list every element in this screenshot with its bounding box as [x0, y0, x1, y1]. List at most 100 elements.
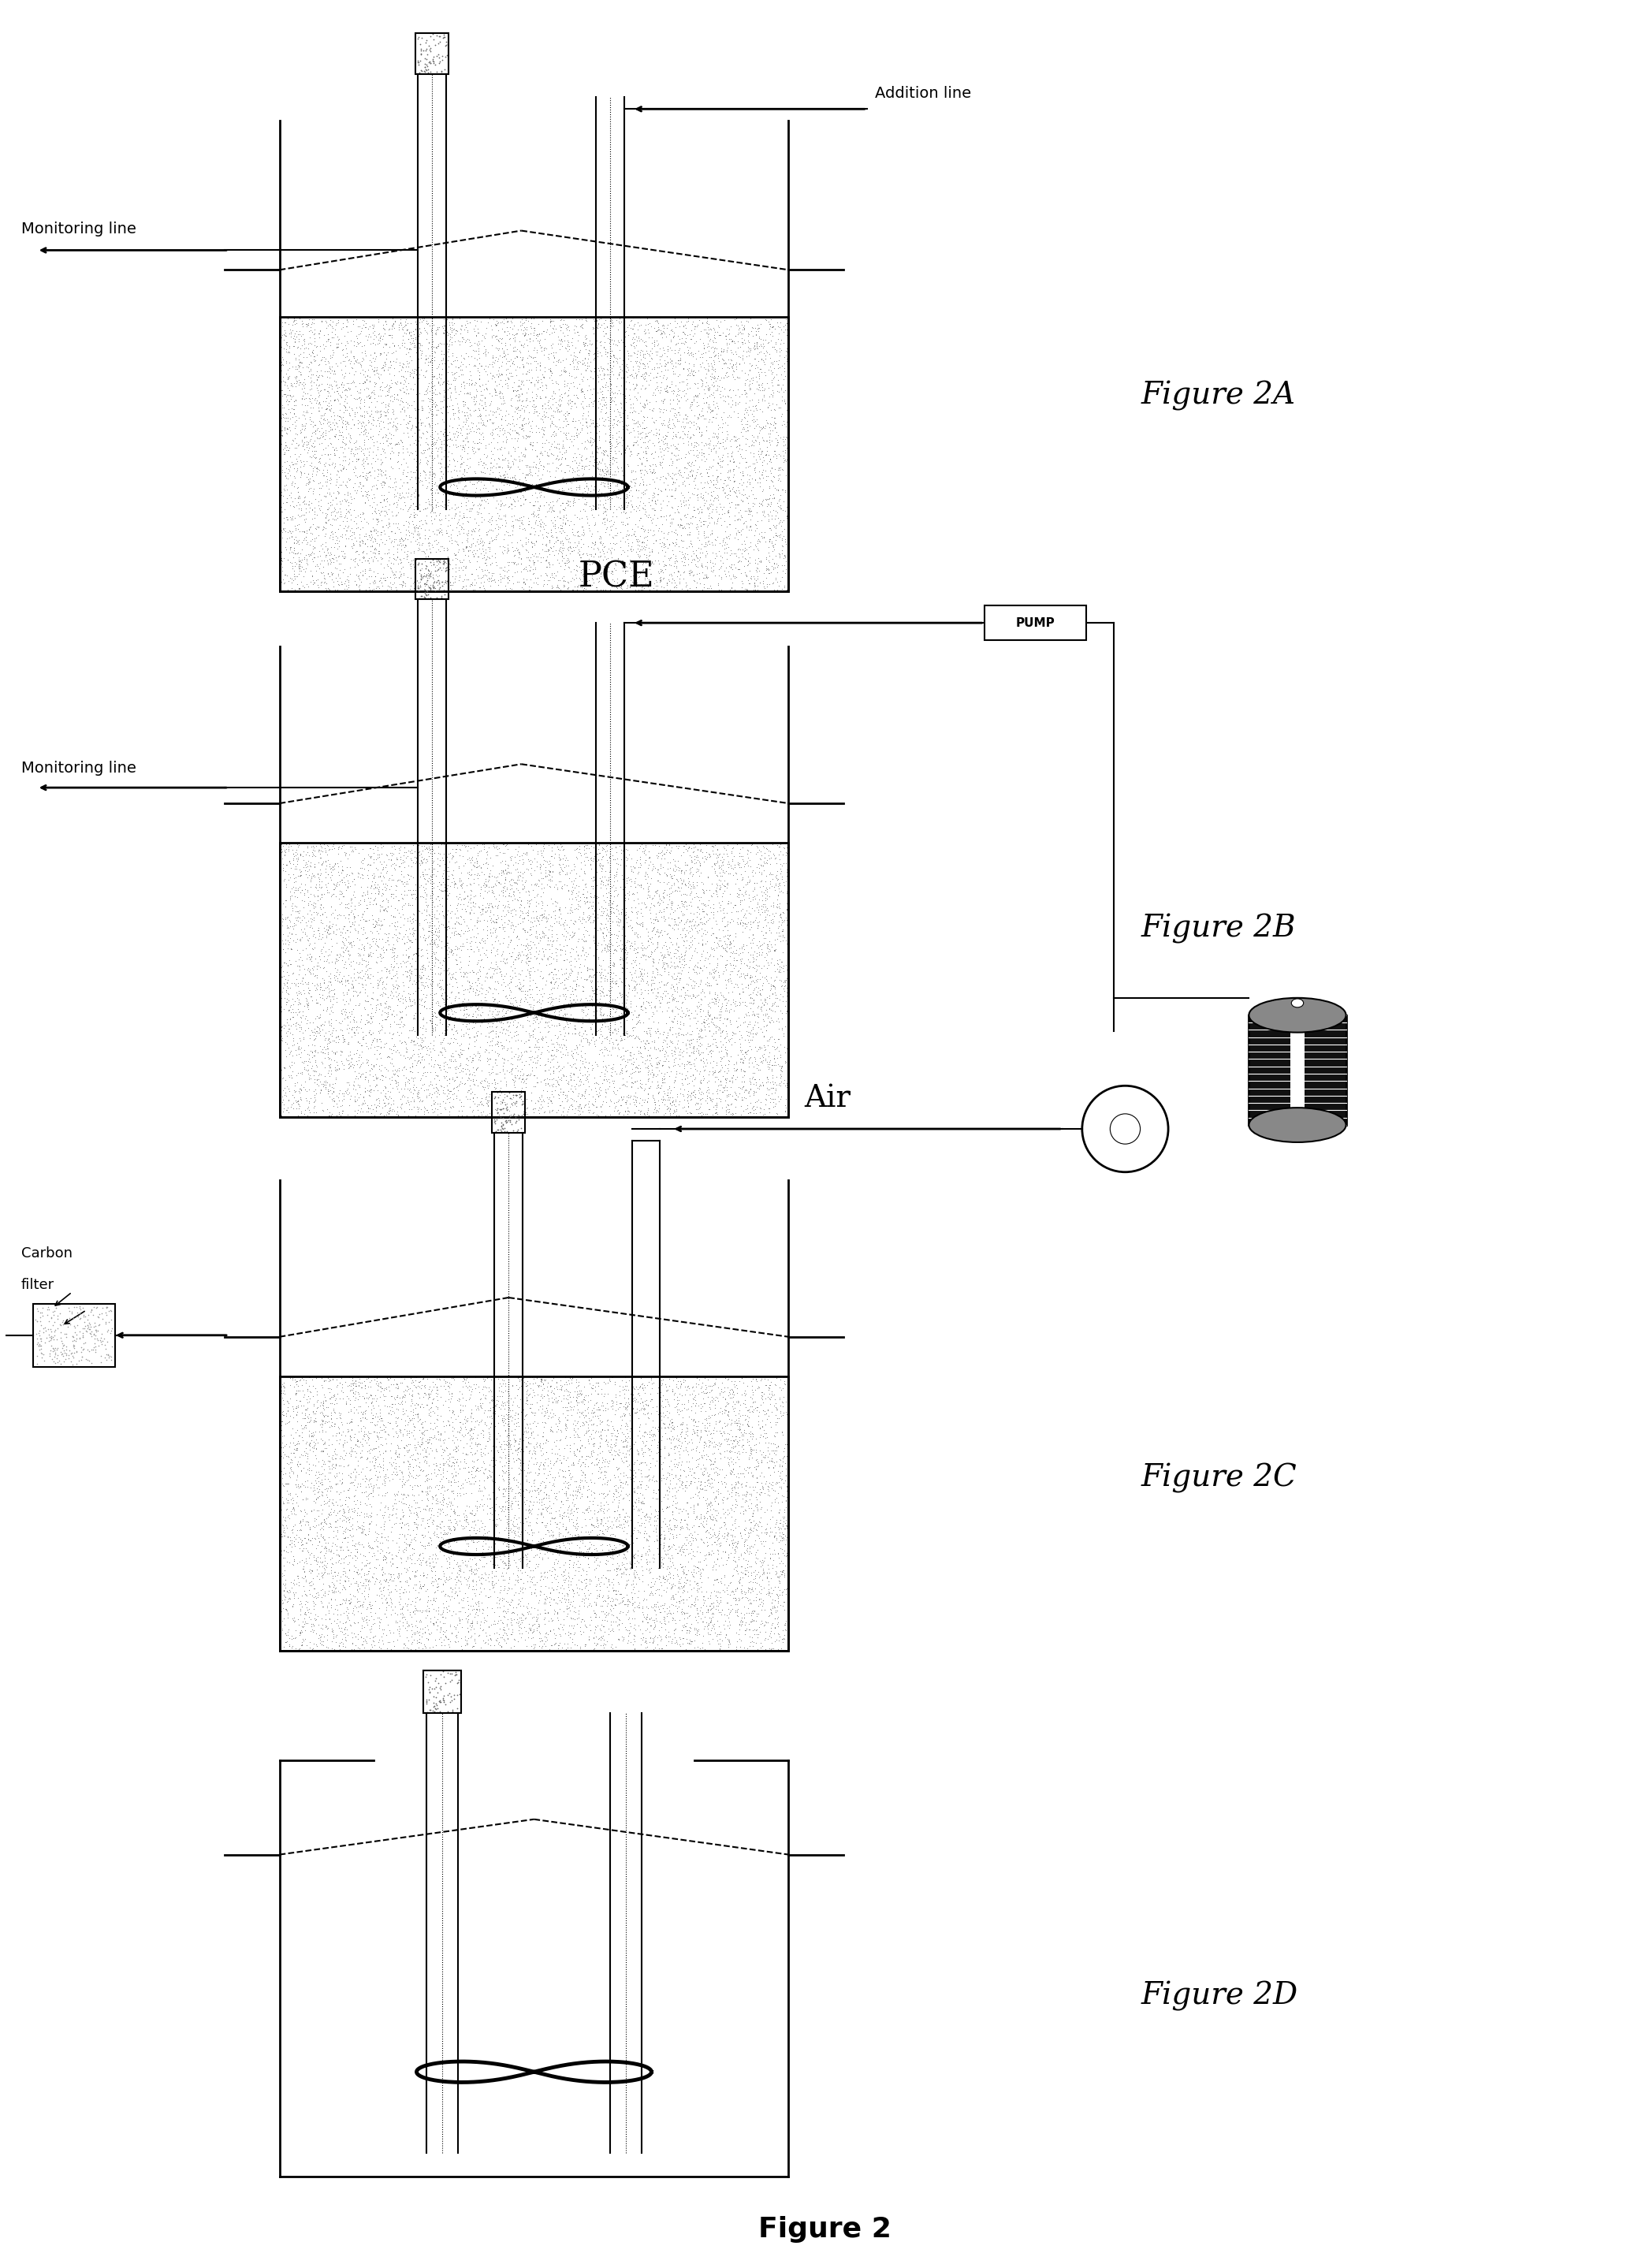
Point	[386, 1483, 412, 1520]
Point	[572, 1581, 599, 1617]
Point	[424, 542, 450, 578]
Point	[356, 1012, 383, 1048]
Point	[378, 426, 404, 463]
Point	[379, 1016, 406, 1052]
Point	[274, 524, 300, 560]
Point	[704, 1043, 731, 1080]
Point	[449, 1098, 475, 1134]
Point	[371, 891, 397, 928]
Point	[566, 526, 592, 562]
Point	[579, 1433, 605, 1470]
Point	[658, 1529, 684, 1565]
Point	[587, 996, 613, 1032]
Point	[513, 381, 539, 417]
Point	[78, 1311, 104, 1347]
Point	[628, 1549, 655, 1585]
Point	[767, 1563, 793, 1599]
Point	[612, 878, 638, 914]
Point	[412, 866, 439, 903]
Point	[493, 503, 519, 540]
Point	[763, 572, 790, 608]
Point	[485, 562, 511, 599]
Point	[388, 1070, 414, 1107]
Point	[270, 1091, 297, 1127]
Point	[706, 1520, 732, 1556]
Point	[272, 826, 298, 862]
Point	[378, 948, 404, 984]
Point	[754, 880, 780, 916]
Point	[282, 558, 308, 594]
Point	[267, 1057, 294, 1093]
Point	[768, 860, 795, 896]
Point	[269, 454, 295, 490]
Point	[482, 1080, 508, 1116]
Point	[641, 1592, 668, 1628]
Point	[425, 474, 452, 510]
Point	[637, 1068, 663, 1105]
Point	[401, 320, 427, 356]
Point	[653, 338, 679, 374]
Point	[594, 1422, 620, 1458]
Point	[463, 1390, 490, 1427]
Point	[420, 1086, 447, 1123]
Point	[630, 1572, 656, 1608]
Point	[277, 313, 303, 349]
Point	[358, 1590, 384, 1626]
Point	[335, 900, 361, 937]
Point	[287, 1617, 313, 1653]
Point	[749, 497, 775, 533]
Point	[422, 467, 449, 503]
Point	[637, 551, 663, 587]
Point	[605, 490, 632, 526]
Point	[557, 934, 584, 971]
Point	[625, 1483, 651, 1520]
Point	[430, 456, 457, 492]
Point	[549, 1472, 576, 1508]
Point	[406, 1043, 432, 1080]
Point	[732, 361, 759, 397]
Point	[638, 1608, 665, 1644]
Point	[482, 1372, 508, 1408]
Point	[739, 1363, 765, 1399]
Point	[669, 510, 696, 547]
Point	[331, 347, 358, 383]
Point	[506, 939, 533, 975]
Point	[546, 1574, 572, 1610]
Point	[292, 388, 318, 424]
Point	[336, 964, 363, 1000]
Point	[297, 1080, 323, 1116]
Point	[501, 1018, 528, 1055]
Point	[437, 959, 463, 996]
Point	[282, 367, 308, 404]
Point	[734, 907, 760, 943]
Point	[425, 36, 452, 73]
Point	[417, 1390, 444, 1427]
Point	[447, 912, 473, 948]
Point	[472, 336, 498, 372]
Point	[482, 1388, 508, 1424]
Point	[350, 941, 376, 978]
Point	[589, 1449, 615, 1486]
Point	[577, 1588, 604, 1624]
Point	[607, 404, 633, 440]
Point	[277, 376, 303, 413]
Point	[755, 1048, 782, 1084]
Point	[759, 526, 785, 562]
Point	[294, 966, 320, 1002]
Point	[424, 1529, 450, 1565]
Point	[368, 404, 394, 440]
Point	[513, 928, 539, 964]
Point	[635, 1522, 661, 1558]
Point	[637, 392, 663, 429]
Point	[744, 572, 770, 608]
Point	[684, 1581, 711, 1617]
Point	[348, 1395, 374, 1431]
Point	[373, 1458, 399, 1495]
Point	[369, 964, 396, 1000]
Point	[744, 1506, 770, 1542]
Point	[411, 376, 437, 413]
Point	[439, 558, 465, 594]
Point	[549, 485, 576, 522]
Point	[430, 1531, 457, 1567]
Point	[762, 1508, 788, 1545]
